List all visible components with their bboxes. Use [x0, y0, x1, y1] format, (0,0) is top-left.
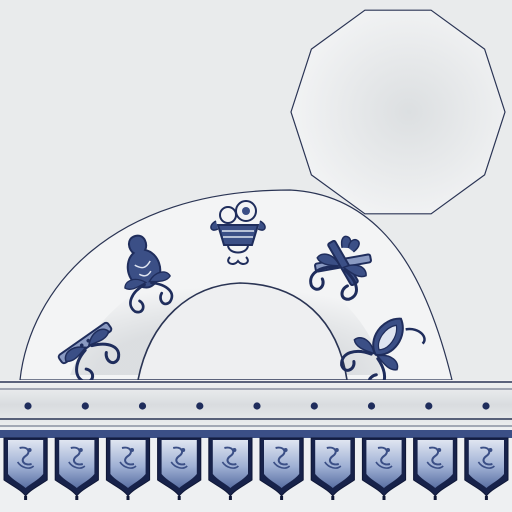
- eave-tile: [54, 437, 99, 504]
- staves-icon: [309, 235, 372, 301]
- eave-tile: [3, 437, 48, 504]
- eave-tile: [310, 437, 355, 504]
- decagon-panel: [290, 9, 506, 215]
- rail-stud-icon: [253, 402, 261, 410]
- rail-stud-icon: [24, 402, 32, 410]
- rail-stud-icon: [138, 402, 147, 410]
- gourd-icon: [124, 234, 174, 314]
- eave-tile: [105, 437, 151, 504]
- lotus-icon: [340, 317, 426, 390]
- tile-motif-icon: [68, 446, 86, 469]
- arch-emblems: [57, 200, 426, 390]
- rail-studs: [24, 402, 490, 410]
- tile-motif-icon: [375, 446, 393, 469]
- tile-motif-icon: [221, 446, 239, 469]
- eave-tile: [464, 437, 509, 504]
- rail-stud-icon: [196, 402, 204, 410]
- tile-motif-icon: [119, 446, 137, 469]
- tile-motif-icon: [324, 446, 342, 469]
- tile-motif-icon: [170, 446, 188, 469]
- eave-tile: [157, 437, 202, 504]
- flower-basket-icon: [210, 200, 266, 265]
- flute-icon: [57, 321, 121, 384]
- tile-motif-icon: [477, 446, 495, 469]
- eave-tile: [413, 437, 458, 504]
- rail-stud-icon: [367, 402, 376, 410]
- tile-motif-icon: [272, 446, 291, 469]
- eave-tile: [208, 437, 253, 504]
- eave-tile-row: [0, 437, 512, 512]
- tile-motif-icon: [426, 446, 444, 469]
- eave-tile: [361, 437, 407, 504]
- rail-stud-icon: [310, 402, 318, 410]
- tile-motif-icon: [16, 446, 35, 469]
- rail-stud-icon: [81, 402, 89, 410]
- rail-stud-icon: [425, 402, 433, 410]
- rail-stud-icon: [482, 402, 490, 410]
